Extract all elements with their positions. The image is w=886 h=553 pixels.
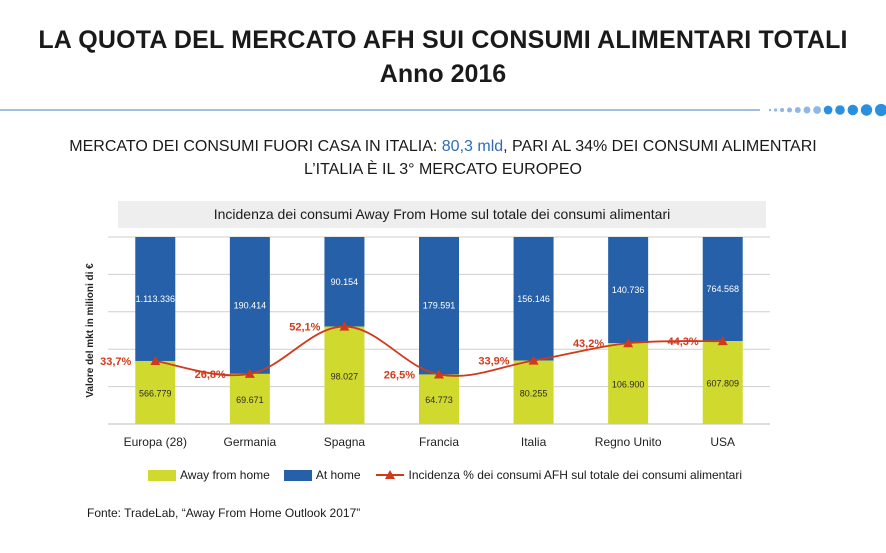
incidence-label: 26,5%	[384, 369, 415, 381]
legend-label-afh: Away from home	[180, 468, 270, 482]
divider-dot	[847, 104, 859, 116]
x-tick-label: Italia	[521, 435, 547, 449]
data-label-at-home: 1.113.336	[136, 294, 175, 304]
legend-label-incidence: Incidenza % dei consumi AFH sul totale d…	[408, 468, 743, 482]
legend-label-at-home: At home	[315, 468, 361, 482]
stacked-bar-chart: Valore del mkt in milioni di € 1.113.336 5…	[85, 236, 770, 449]
legend-swatch-at-home	[283, 469, 312, 481]
x-tick-label: USA	[710, 435, 735, 449]
legend-line-marker	[375, 470, 404, 479]
bar-at-home	[702, 237, 743, 342]
incidence-label: 52,1%	[289, 322, 320, 334]
divider-dot	[874, 103, 886, 117]
bar-at-home	[608, 237, 649, 344]
bar-away-from-home	[324, 326, 365, 424]
bar-at-home	[229, 237, 270, 374]
legend-item-afh: Away from home	[148, 468, 270, 482]
bar-at-home	[513, 237, 554, 361]
bar-at-home	[419, 237, 459, 375]
divider-dot	[823, 105, 833, 115]
bar-away-from-home	[229, 373, 270, 424]
data-label-away-from-home: 106.900	[612, 380, 645, 390]
divider-dot	[780, 107, 785, 113]
incidence-marker	[244, 368, 255, 378]
data-label-at-home: 764.568	[706, 284, 739, 294]
data-label-at-home: 140.736	[612, 285, 645, 295]
data-label-at-home: 156.146	[517, 294, 550, 304]
incidence-label: 43,2%	[573, 338, 604, 350]
divider-dot	[768, 108, 772, 112]
y-axis-label: Valore del mkt in milioni di €	[85, 263, 96, 398]
market-subtitle-prefix: MERCATO DEI CONSUMI FUORI CASA IN ITALIA…	[69, 138, 442, 155]
x-tick-label: Francia	[419, 435, 459, 449]
data-label-away-from-home: 566.779	[139, 388, 172, 398]
incidence-marker	[150, 355, 161, 365]
data-label-away-from-home: 98.027	[331, 371, 359, 381]
market-subtitle-suffix: , PARI AL 34% DEI CONSUMI ALIMENTARI	[503, 138, 817, 155]
divider-dot	[860, 104, 873, 116]
chart-legend: Away from home At home Incidenza % dei c…	[148, 468, 756, 482]
data-label-away-from-home: 607.809	[706, 379, 739, 389]
divider-dot	[786, 107, 793, 113]
data-label-at-home: 190.414	[234, 300, 267, 310]
incidence-label: 33,9%	[478, 356, 509, 368]
bar-away-from-home	[702, 341, 743, 424]
divider-dot	[803, 106, 811, 114]
data-label-at-home: 179.591	[423, 301, 456, 311]
incidence-marker	[717, 336, 728, 346]
incidence-marker	[339, 321, 350, 331]
incidence-marker	[434, 369, 444, 379]
divider-dot	[813, 106, 821, 114]
data-label-away-from-home: 80.255	[520, 388, 548, 398]
italy-rank-subtitle: L’ITALIA È IL 3° MERCATO EUROPEO	[304, 161, 582, 178]
incidence-marker	[623, 338, 634, 348]
x-tick-label: Germania	[224, 435, 277, 449]
page-title: LA QUOTA DEL MERCATO AFH SUI CONSUMI ALI…	[38, 26, 848, 54]
bar-at-home	[324, 237, 365, 327]
data-label-away-from-home: 64.773	[425, 395, 453, 405]
bar-away-from-home	[135, 360, 176, 424]
bar-away-from-home	[513, 360, 554, 424]
market-value-highlight: 80,3 mld	[441, 138, 504, 155]
data-label-at-home: 90.154	[331, 277, 359, 287]
incidence-label: 26,8%	[195, 369, 226, 381]
legend-item-incidence: Incidenza % dei consumi AFH sul totale d…	[375, 468, 743, 482]
legend-item-at-home: At home	[283, 468, 361, 482]
x-tick-label: Regno Unito	[595, 435, 662, 449]
chart-title: Incidenza dei consumi Away From Home sul…	[118, 201, 766, 228]
incidence-label: 44,3%	[668, 336, 699, 348]
x-tick-label: Europa (28)	[124, 435, 187, 449]
page-subtitle-year: Anno 2016	[379, 60, 507, 88]
title-divider	[0, 103, 886, 117]
legend-swatch-afh	[148, 469, 176, 481]
data-label-away-from-home: 69.671	[236, 395, 264, 405]
incidence-marker	[528, 355, 539, 365]
market-subtitle: MERCATO DEI CONSUMI FUORI CASA IN ITALIA…	[0, 138, 886, 156]
x-tick-label: Spagna	[324, 435, 366, 449]
bar-at-home	[135, 237, 176, 361]
divider-dot	[794, 107, 801, 113]
divider-dots	[768, 103, 886, 117]
bar-away-from-home	[419, 374, 459, 424]
divider-dot	[835, 105, 845, 115]
bar-away-from-home	[608, 343, 649, 424]
incidence-label: 33,7%	[100, 356, 131, 368]
divider-dot	[773, 108, 778, 112]
source-note: Fonte: TradeLab, “Away From Home Outlook…	[87, 506, 361, 520]
